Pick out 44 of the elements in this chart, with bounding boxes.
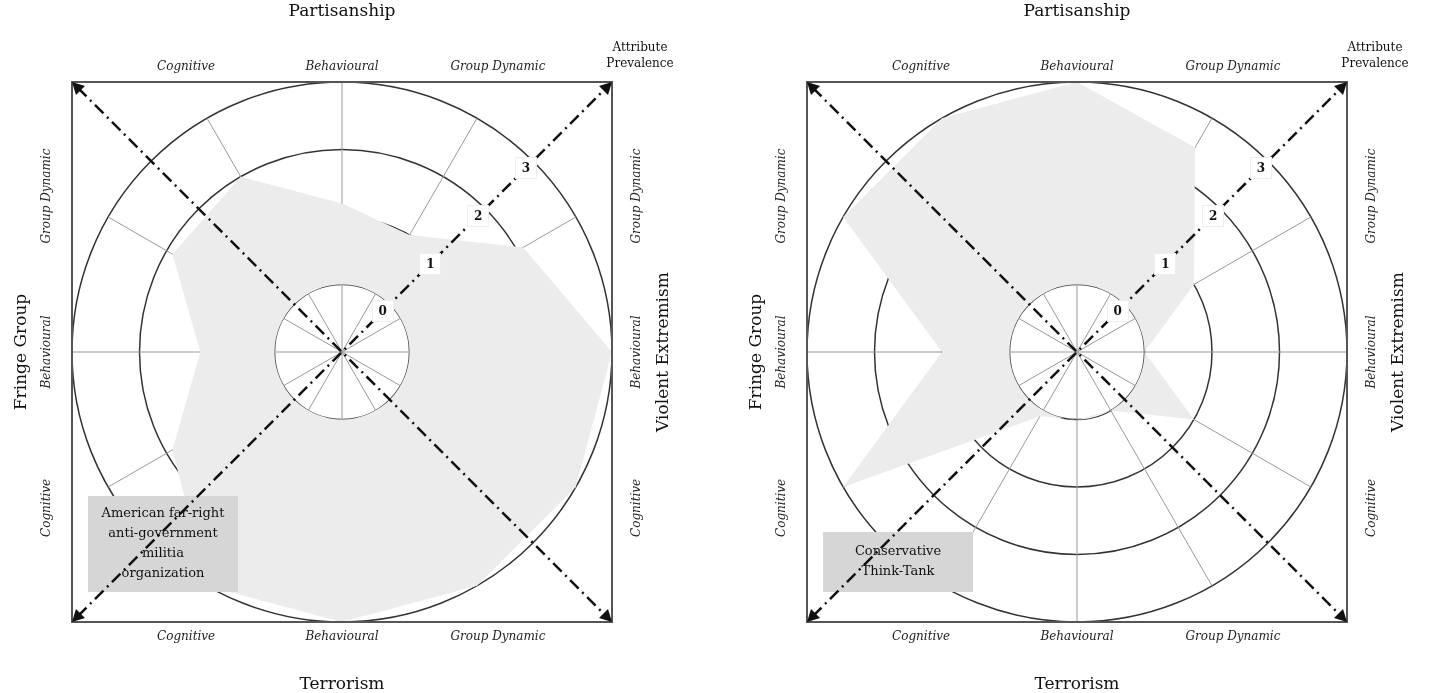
spoke-label: Behavioural (1364, 315, 1379, 390)
spoke-label: Behavioural (39, 315, 54, 390)
spoke-label: Cognitive (157, 629, 216, 644)
text: Partisanship (1023, 0, 1131, 21)
spoke-label: Behavioural (304, 59, 379, 74)
spoke-label: Group Dynamic (1185, 629, 1281, 644)
text: Partisanship (288, 0, 396, 21)
text: Terrorism (299, 673, 385, 693)
y-tick-label: 1 (419, 252, 442, 275)
spoke-label: Behavioural (1039, 629, 1114, 644)
text: Fringe Group (10, 293, 31, 411)
text: Terrorism (1034, 673, 1120, 693)
spoke-label: Group Dynamic (1185, 59, 1281, 74)
spoke-label: Group Dynamic (629, 148, 644, 244)
spoke-label: Group Dynamic (774, 148, 789, 244)
spoke-label: Group Dynamic (39, 148, 54, 244)
spoke-label: Group Dynamic (450, 629, 546, 644)
y-tick-label: 2 (1202, 204, 1225, 227)
spoke-label: Cognitive (892, 629, 951, 644)
y-tick-label: 0 (1106, 300, 1129, 323)
text: American far-right anti-government militia organization (100, 505, 226, 581)
spoke-label: Behavioural (1039, 59, 1114, 74)
spoke-label: Behavioural (774, 315, 789, 390)
text: Violent Extremism (652, 272, 673, 433)
spoke-label: Cognitive (774, 478, 789, 537)
y-tick-label: 0 (371, 300, 394, 323)
text: Violent Extremism (1387, 272, 1408, 433)
spoke-label: Group Dynamic (1364, 148, 1379, 244)
y-tick-label: 2 (467, 204, 490, 227)
text: Fringe Group (745, 293, 766, 411)
y-tick-label: 3 (514, 157, 537, 180)
spoke-label: Cognitive (1364, 478, 1379, 537)
spoke-label: Group Dynamic (450, 59, 546, 74)
spoke-label: Behavioural (629, 315, 644, 390)
text: Attribute Prevalence (606, 40, 674, 71)
spoke-label: Cognitive (39, 478, 54, 537)
spoke-label: Cognitive (629, 478, 644, 537)
y-tick-label: 1 (1154, 252, 1177, 275)
text: Conservative Think-Tank (854, 543, 942, 579)
spoke-label: Cognitive (157, 59, 216, 74)
spoke-label: Behavioural (304, 629, 379, 644)
y-tick-label: 3 (1249, 157, 1272, 180)
spoke-label: Cognitive (892, 59, 951, 74)
text: Attribute Prevalence (1341, 40, 1409, 71)
